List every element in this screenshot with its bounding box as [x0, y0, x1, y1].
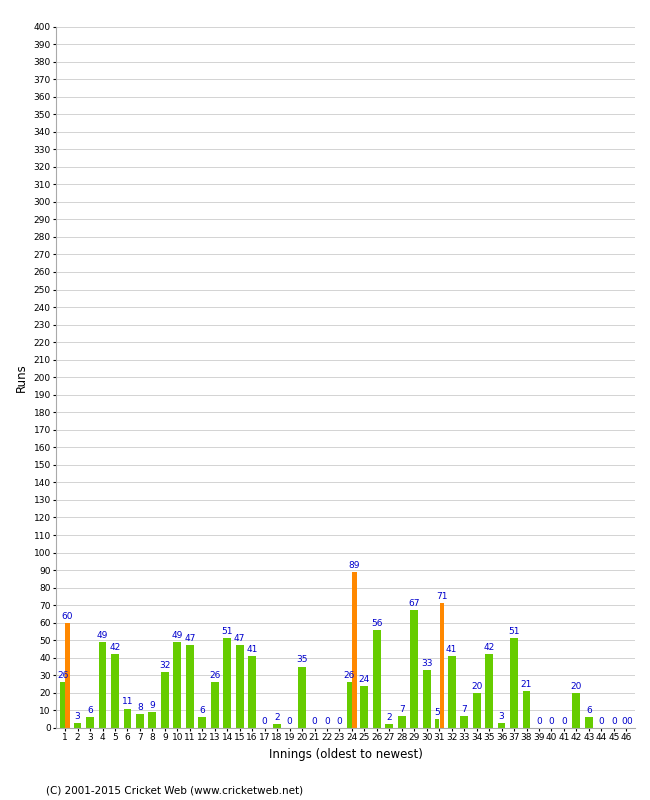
Text: 0: 0 [287, 717, 292, 726]
Text: 33: 33 [421, 659, 432, 668]
Bar [198, 718, 206, 728]
Text: 49: 49 [97, 631, 108, 640]
Bar [60, 682, 65, 728]
Text: 26: 26 [344, 671, 355, 680]
Text: 7: 7 [462, 705, 467, 714]
Text: 21: 21 [521, 680, 532, 689]
Bar [186, 646, 194, 728]
Bar [435, 719, 439, 728]
Bar [485, 654, 493, 728]
Text: 2: 2 [274, 714, 280, 722]
Y-axis label: Runs: Runs [15, 363, 28, 391]
Bar [585, 718, 593, 728]
Text: 8: 8 [137, 702, 143, 712]
Text: 7: 7 [399, 705, 405, 714]
Text: 0: 0 [324, 717, 330, 726]
Bar [124, 709, 131, 728]
Text: 26: 26 [209, 671, 220, 680]
Text: 9: 9 [150, 701, 155, 710]
Bar [361, 686, 369, 728]
Bar [298, 666, 306, 728]
Text: 3: 3 [75, 711, 81, 721]
Bar [422, 670, 431, 728]
Text: 0: 0 [561, 717, 567, 726]
Text: 2: 2 [387, 714, 392, 722]
Text: 56: 56 [371, 618, 383, 627]
Bar [136, 714, 144, 728]
Text: 0: 0 [621, 717, 627, 726]
Text: 20: 20 [471, 682, 482, 690]
Text: 0: 0 [626, 717, 632, 726]
Text: 26: 26 [57, 671, 68, 680]
Bar [248, 656, 256, 728]
Text: 0: 0 [611, 717, 617, 726]
Text: 42: 42 [109, 643, 121, 652]
Text: 35: 35 [296, 655, 308, 665]
Bar [460, 716, 468, 728]
Text: 41: 41 [246, 645, 258, 654]
Text: 0: 0 [549, 717, 554, 726]
Bar [148, 712, 156, 728]
Text: 6: 6 [87, 706, 93, 715]
Text: 11: 11 [122, 698, 133, 706]
Bar [111, 654, 119, 728]
Bar [273, 724, 281, 728]
Text: 6: 6 [200, 706, 205, 715]
Bar [347, 682, 352, 728]
Text: 0: 0 [536, 717, 542, 726]
Bar [174, 642, 181, 728]
Text: 0: 0 [262, 717, 268, 726]
Text: 89: 89 [348, 561, 360, 570]
Text: 3: 3 [499, 711, 504, 721]
Text: 42: 42 [484, 643, 495, 652]
Bar [352, 572, 357, 728]
Bar [410, 610, 418, 728]
Text: 32: 32 [159, 661, 170, 670]
Bar [224, 638, 231, 728]
Text: 47: 47 [234, 634, 245, 643]
Bar [498, 722, 506, 728]
Text: 0: 0 [599, 717, 604, 726]
X-axis label: Innings (oldest to newest): Innings (oldest to newest) [268, 748, 422, 761]
Text: 47: 47 [184, 634, 196, 643]
Text: 67: 67 [408, 599, 420, 608]
Text: 5: 5 [434, 708, 439, 717]
Text: 60: 60 [62, 611, 73, 621]
Text: (C) 2001-2015 Cricket Web (www.cricketweb.net): (C) 2001-2015 Cricket Web (www.cricketwe… [46, 786, 303, 795]
Bar [385, 724, 393, 728]
Bar [236, 646, 244, 728]
Text: 6: 6 [586, 706, 592, 715]
Bar [66, 622, 70, 728]
Bar [523, 691, 530, 728]
Text: 71: 71 [436, 592, 447, 602]
Bar [211, 682, 218, 728]
Text: 0: 0 [311, 717, 317, 726]
Bar [86, 718, 94, 728]
Bar [473, 693, 480, 728]
Text: 49: 49 [172, 631, 183, 640]
Bar [439, 603, 444, 728]
Bar [510, 638, 518, 728]
Text: 51: 51 [222, 627, 233, 636]
Bar [99, 642, 107, 728]
Bar [161, 672, 169, 728]
Bar [573, 693, 580, 728]
Text: 0: 0 [337, 717, 343, 726]
Bar [398, 716, 406, 728]
Bar [373, 630, 381, 728]
Text: 20: 20 [571, 682, 582, 690]
Bar [448, 656, 456, 728]
Bar [73, 722, 81, 728]
Text: 24: 24 [359, 674, 370, 684]
Text: 51: 51 [508, 627, 520, 636]
Text: 41: 41 [446, 645, 458, 654]
